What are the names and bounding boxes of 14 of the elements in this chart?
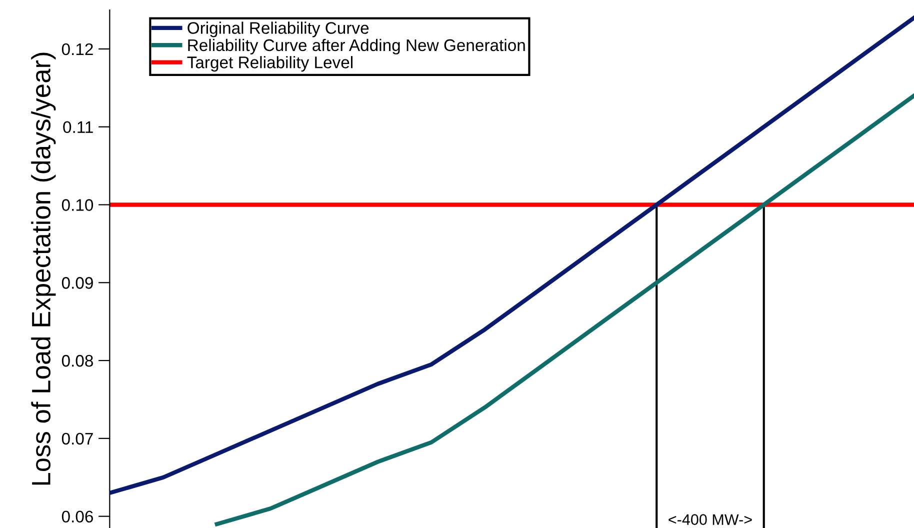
y-tick-label: 0.07 <box>62 432 93 445</box>
legend-label: Original Reliability Curve <box>188 22 369 38</box>
y-tick-label: 0.09 <box>62 277 93 289</box>
y-tick-label: 0.06 <box>62 510 93 523</box>
annotation: <-400 MW-> <box>668 514 752 525</box>
y-tick-label: 0.08 <box>62 354 93 367</box>
y-tick-label: 0.10 <box>62 199 94 211</box>
y-tick-label: 0.12 <box>62 43 93 56</box>
y-axis-title: Loss of Load Expectation (days/year) <box>31 52 56 485</box>
legend-label: Reliability Curve after Adding New Generation <box>188 38 525 54</box>
legend-label: Target Reliability Level <box>187 56 352 72</box>
line-series <box>110 16 914 496</box>
line-series <box>214 94 914 526</box>
y-tick-label: 0.11 <box>63 121 93 134</box>
